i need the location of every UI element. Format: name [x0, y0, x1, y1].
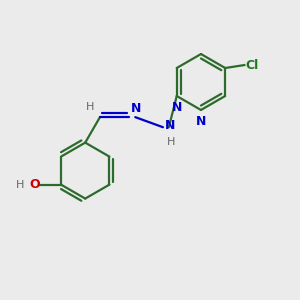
Text: H: H [85, 102, 94, 112]
Text: N: N [196, 115, 206, 128]
Text: N: N [172, 101, 182, 114]
Text: Cl: Cl [246, 58, 259, 72]
Text: H: H [16, 180, 24, 190]
Text: N: N [164, 119, 175, 132]
Text: O: O [29, 178, 40, 191]
Text: H: H [167, 136, 176, 147]
Text: N: N [131, 102, 141, 115]
